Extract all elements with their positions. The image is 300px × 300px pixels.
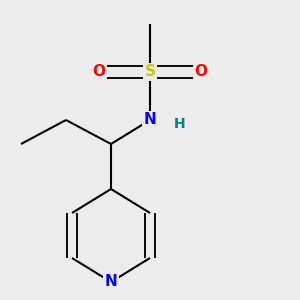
Text: O: O	[194, 64, 208, 80]
Text: H: H	[174, 118, 186, 131]
Text: N: N	[105, 274, 117, 290]
Text: N: N	[144, 112, 156, 128]
Text: S: S	[145, 64, 155, 80]
Text: O: O	[92, 64, 106, 80]
